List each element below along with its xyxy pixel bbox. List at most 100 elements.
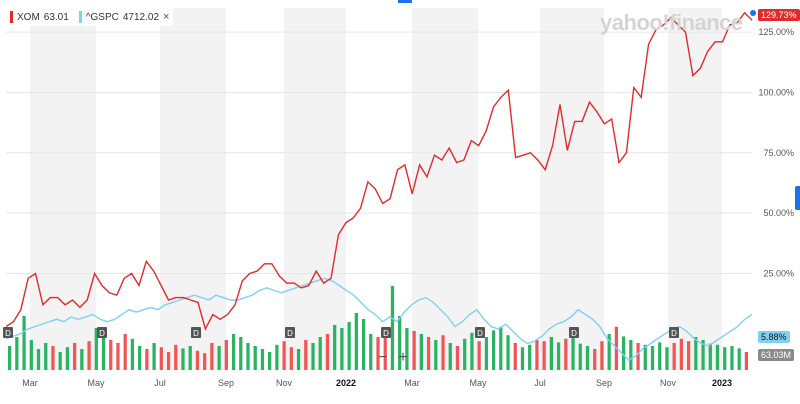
price-lines xyxy=(5,11,753,362)
volume-bar xyxy=(629,340,633,370)
x-tick-label: Sep xyxy=(218,378,234,388)
yahoo-finance-watermark: yahoo!finance xyxy=(600,10,743,35)
zoom-out-button[interactable]: − xyxy=(378,349,388,366)
volume-bar xyxy=(159,347,163,370)
volume-bar xyxy=(455,346,460,370)
volume-bar xyxy=(109,340,113,370)
y-tick-label: 125.00% xyxy=(758,27,794,37)
volume-bar xyxy=(520,347,525,370)
dividend-marker-label: D xyxy=(671,329,677,338)
dividend-marker-label: D xyxy=(571,329,577,338)
remove-comparison-icon[interactable]: × xyxy=(163,11,170,23)
x-tick-label: Mar xyxy=(22,378,38,388)
x-tick-label: Mar xyxy=(404,378,420,388)
dividend-marker[interactable]: D xyxy=(569,327,579,338)
month-band xyxy=(668,8,722,370)
dividend-marker-box xyxy=(3,327,13,338)
dividend-marker[interactable]: D xyxy=(475,327,485,338)
month-band xyxy=(160,8,226,370)
volume-bar xyxy=(268,352,272,370)
volume-bar xyxy=(672,343,676,370)
volume-bar xyxy=(600,341,604,370)
volume-bar xyxy=(369,334,373,370)
x-axis: Mar May Jul Sep Nov 2022 Mar May Jul Sep Nov 2023 xyxy=(22,378,732,388)
volume-bar xyxy=(51,346,55,370)
last-point-marker xyxy=(750,10,756,16)
volume-bar xyxy=(607,334,611,370)
dividend-marker[interactable]: D xyxy=(97,327,107,338)
x-tick-label: 2022 xyxy=(336,378,356,388)
volume-bar xyxy=(15,337,19,370)
volume-bar xyxy=(621,336,626,370)
volume-bar xyxy=(203,353,207,370)
volume-bar xyxy=(36,349,41,370)
zoom-in-button[interactable]: + xyxy=(398,349,408,366)
volume-bar xyxy=(535,340,539,370)
month-bands xyxy=(30,8,722,370)
volume-bar xyxy=(318,337,322,370)
volume-bar xyxy=(195,350,200,370)
horizontal-gridlines xyxy=(6,31,752,274)
volume-bar xyxy=(549,337,553,370)
dividend-marker[interactable]: D xyxy=(381,327,391,338)
volume-bar xyxy=(29,340,33,370)
dividend-marker-box xyxy=(475,327,485,338)
y-tick-label: 75.00% xyxy=(763,148,794,158)
month-band xyxy=(284,8,346,370)
legend-xom-value: 63.01 xyxy=(43,11,69,23)
volume-bar xyxy=(253,346,257,370)
legend-item-xom[interactable]: XOM 63.01 xyxy=(10,11,69,23)
volume-bar xyxy=(361,319,366,370)
volume-bar xyxy=(542,341,546,370)
legend-item-gspc[interactable]: ^GSPC 4712.02 × xyxy=(78,11,170,23)
legend-xom-symbol: XOM xyxy=(17,11,40,23)
volume-bars xyxy=(8,286,749,370)
volume-bar xyxy=(448,343,452,370)
side-panel-toggle[interactable] xyxy=(795,186,800,210)
volume-bar xyxy=(701,340,705,370)
dividend-marker[interactable]: D xyxy=(669,327,679,338)
dividend-marker[interactable]: D xyxy=(285,327,295,338)
dividend-marker[interactable]: D xyxy=(3,327,13,338)
volume-bar xyxy=(686,341,691,370)
dividend-marker-label: D xyxy=(99,329,105,338)
volume-bar xyxy=(470,332,474,370)
volume-bar xyxy=(44,343,48,370)
volume-bar xyxy=(130,338,135,370)
volume-bar xyxy=(643,344,647,370)
volume-bar xyxy=(325,334,330,370)
volume-bar xyxy=(513,343,517,370)
volume-bar xyxy=(665,347,669,370)
volume-bar xyxy=(347,322,351,370)
x-tick-label: Sep xyxy=(596,378,612,388)
dividend-marker-label: D xyxy=(477,329,483,338)
volume-bar xyxy=(730,346,734,370)
volume-bar xyxy=(463,338,467,370)
volume-bar xyxy=(694,337,698,370)
volume-bar xyxy=(564,338,568,370)
volume-bar xyxy=(217,346,221,370)
volume-bar xyxy=(419,334,423,370)
volume-bar xyxy=(723,347,727,370)
series-line-gspc xyxy=(5,277,753,362)
volume-bar xyxy=(708,343,712,370)
volume-bar xyxy=(166,352,171,370)
volume-bar xyxy=(123,334,127,370)
y-tick-label: 50.00% xyxy=(763,208,794,218)
xom-swatch xyxy=(10,11,13,23)
dividend-marker-label: D xyxy=(5,329,11,338)
xom-last-value-tag: 129.73% xyxy=(758,9,800,21)
x-tick-label: Nov xyxy=(276,378,293,388)
volume-bar xyxy=(87,341,91,370)
volume-bar xyxy=(296,349,301,370)
range-handle-icon[interactable] xyxy=(398,0,412,3)
volume-bar xyxy=(116,343,120,370)
dividend-marker[interactable]: D xyxy=(191,327,201,338)
volume-bar xyxy=(22,316,26,370)
volume-bar xyxy=(73,343,77,370)
month-band xyxy=(30,8,96,370)
volume-bar xyxy=(578,343,582,370)
volume-bar xyxy=(484,337,488,370)
volume-bar xyxy=(188,346,192,370)
